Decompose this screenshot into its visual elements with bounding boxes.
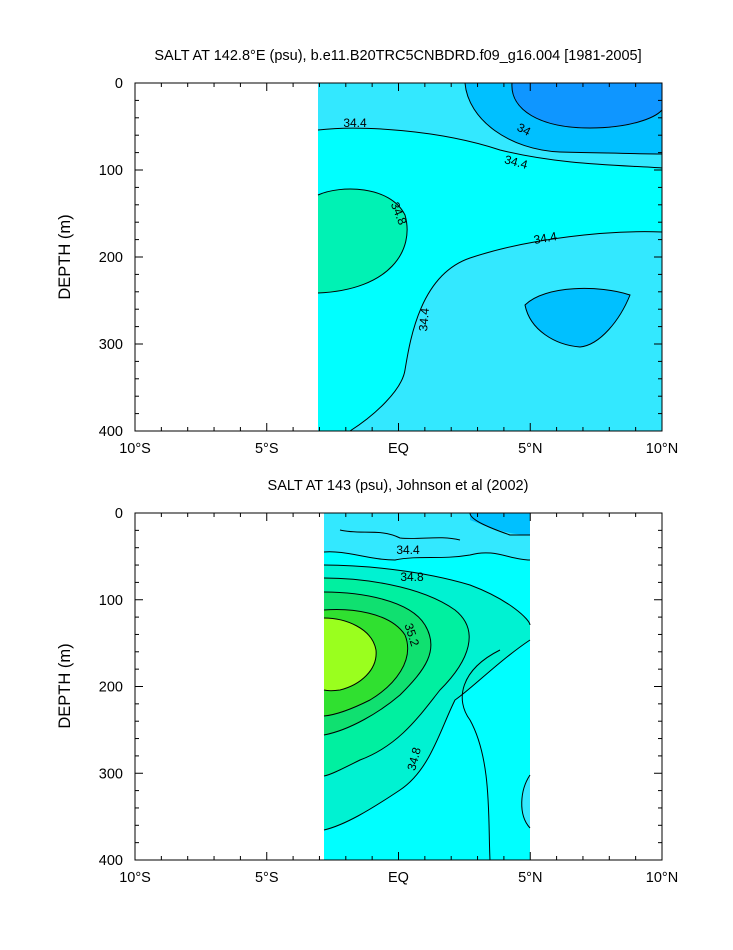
y-tick-label: 400	[99, 853, 123, 869]
contour-line	[323, 577, 470, 777]
x-tick-label: 5°N	[518, 441, 542, 457]
panel-1-contour-lines	[317, 82, 663, 432]
x-tick-label: 10°N	[646, 441, 678, 457]
contour-line	[323, 551, 531, 561]
x-tick-label: 5°S	[255, 870, 279, 886]
contour-line	[521, 774, 531, 829]
contour-line	[323, 564, 531, 626]
x-tick-label: EQ	[388, 870, 409, 886]
x-tick-label: 5°N	[518, 870, 542, 886]
contour-line	[323, 617, 377, 692]
panel-2-contour-fill	[324, 513, 530, 860]
y-tick-label: 200	[99, 250, 123, 266]
contour-line	[469, 512, 530, 536]
contour-label: 34.8	[400, 570, 424, 584]
contour-line	[464, 82, 663, 155]
contour-label: 34.4	[343, 116, 367, 130]
panel-1-contour-fill	[318, 83, 662, 431]
salinity-fill-34-4	[324, 513, 530, 560]
x-tick-label: 10°S	[119, 870, 151, 886]
panel-2-contour-labels: 34.4 34.8 35.2 34.8	[396, 543, 424, 772]
salinity-fill-34-8	[318, 189, 408, 293]
y-tick-label: 200	[99, 680, 123, 696]
y-tick-label: 400	[99, 424, 123, 440]
x-tick-label: 5°S	[255, 441, 279, 457]
panel-1-axes: 10°S 5°S EQ 5°N 10°N 0 100 200 300 400	[99, 76, 678, 457]
contour-line	[349, 231, 663, 432]
x-tick-label: EQ	[388, 441, 409, 457]
panel-2-y-axis-label: DEPTH (m)	[56, 643, 74, 728]
panel-1-y-axis-label: DEPTH (m)	[56, 214, 74, 299]
y-tick-label: 100	[99, 163, 123, 179]
contour-line	[323, 609, 409, 717]
salinity-fill-34-0	[511, 83, 662, 128]
salinity-fill-34-6	[318, 128, 662, 431]
y-tick-label: 0	[115, 76, 123, 92]
contour-label: 34	[515, 120, 534, 139]
y-tick-label: 300	[99, 337, 123, 353]
salinity-fill-eddy	[525, 288, 630, 347]
contour-line	[511, 82, 663, 129]
salinity-fill-34-2	[470, 513, 530, 535]
y-tick-label: 300	[99, 766, 123, 782]
contour-line	[524, 288, 631, 348]
contour-line	[323, 591, 432, 736]
x-tick-label: 10°S	[119, 441, 151, 457]
contour-label: 34.4	[396, 543, 420, 557]
x-tick-label: 10°N	[646, 870, 678, 886]
salinity-fill-core	[324, 618, 377, 691]
panel-2-title: SALT AT 143 (psu), Johnson et al (2002)	[268, 478, 529, 494]
contour-label: 34.4	[533, 229, 559, 247]
salinity-fill-edge	[521, 775, 530, 828]
panel-1: SALT AT 142.8°E (psu), b.e11.B20TRC5CNBD…	[56, 48, 678, 457]
contour-label: 35.2	[402, 621, 423, 648]
contour-line	[461, 649, 501, 861]
contour-label: 34.4	[416, 307, 432, 332]
contour-line	[317, 127, 663, 169]
panel-2-axes: 10°S 5°S EQ 5°N 10°N 0 100 200 300 400	[99, 506, 678, 886]
y-tick-label: 0	[115, 506, 123, 522]
y-tick-label: 100	[99, 593, 123, 609]
panel-2: SALT AT 143 (psu), Johnson et al (2002)	[56, 478, 678, 886]
contour-line	[323, 639, 531, 831]
contour-label: 34.4	[503, 152, 529, 172]
panel-1-title: SALT AT 142.8°E (psu), b.e11.B20TRC5CNBD…	[154, 48, 641, 64]
contour-label: 34.8	[404, 746, 424, 772]
contour-line	[317, 188, 408, 294]
contour-line	[339, 529, 461, 541]
panel-2-contour-lines	[323, 512, 531, 861]
